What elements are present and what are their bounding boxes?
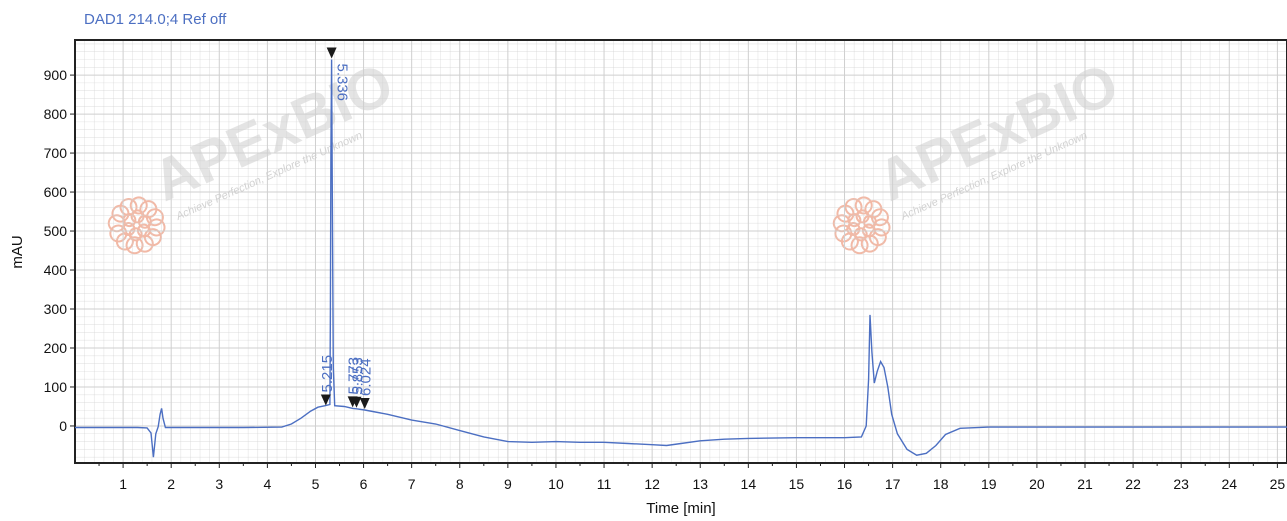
peak-marker: 5.853 [350, 357, 367, 408]
series-line [75, 59, 1287, 458]
peak-marker: 5.215 [319, 355, 336, 406]
x-tick-label: 1 [119, 476, 127, 492]
x-tick-label: 20 [1029, 476, 1045, 492]
x-axis-title: Time [min] [646, 500, 715, 517]
x-tick-label: 21 [1077, 476, 1093, 492]
x-tick-label: 19 [981, 476, 997, 492]
x-tick-label: 2 [167, 476, 175, 492]
peak-marker: 5.336 [326, 47, 351, 101]
x-tick-label: 11 [597, 476, 612, 492]
peak-arrow-icon [326, 47, 337, 59]
peak-label: 5.336 [334, 63, 351, 101]
x-axis: 1 2 3 4 5 6 7 8 9 10 11 12 13 14 15 16 17 18 19 20 21 22 23 24 2… [98, 463, 1286, 492]
y-tick-label: 100 [44, 379, 68, 395]
peak-arrow-icon [351, 396, 362, 408]
peak-label: 6.024 [358, 358, 375, 396]
y-tick-label: 400 [44, 262, 68, 278]
x-tick-label: 16 [837, 476, 853, 492]
x-tick-label: 4 [263, 476, 271, 492]
peak-label: 5.215 [319, 355, 336, 393]
trace-layer [75, 59, 1287, 458]
y-axis: 0 100 200 300 400 500 600 700 800 900 [44, 67, 75, 434]
peak-marker: 6.024 [358, 358, 375, 409]
x-tick-label: 5 [312, 476, 320, 492]
x-tick-label: 9 [504, 476, 512, 492]
x-tick-label: 12 [644, 476, 660, 492]
y-tick-label: 600 [44, 184, 68, 200]
x-tick-label: 15 [789, 476, 805, 492]
y-tick-label: 800 [44, 106, 68, 122]
signal-title: DAD1 214.0;4 Ref off [84, 11, 227, 28]
y-tick-label: 900 [44, 67, 68, 83]
x-tick-label: 7 [408, 476, 416, 492]
watermark-logo-icon [832, 196, 891, 255]
peak-arrow-icon [320, 394, 331, 406]
y-tick-label: 700 [44, 145, 68, 161]
x-tick-label: 14 [741, 476, 757, 492]
x-tick-label: 24 [1221, 476, 1237, 492]
x-tick-label: 23 [1173, 476, 1189, 492]
plot-frame [74, 39, 1287, 464]
y-tick-label: 300 [44, 301, 68, 317]
y-tick-label: 500 [44, 223, 68, 239]
y-tick-label: 0 [59, 418, 67, 434]
x-tick-label: 3 [215, 476, 223, 492]
x-tick-label: 13 [692, 476, 708, 492]
x-tick-label: 6 [360, 476, 368, 492]
peak-label: 5.853 [350, 357, 367, 395]
x-tick-label: 17 [885, 476, 901, 492]
x-tick-label: 22 [1125, 476, 1141, 492]
peak-label: 5.773 [346, 357, 363, 395]
y-axis-title: mAU [9, 235, 26, 268]
x-tick-label: 10 [548, 476, 564, 492]
x-tick-label: 8 [456, 476, 464, 492]
grid-layer [74, 40, 1287, 463]
peak-arrow-icon [359, 397, 370, 409]
y-tick-label: 200 [44, 340, 68, 356]
x-tick-label: 25 [1270, 476, 1286, 492]
x-tick-label: 18 [933, 476, 949, 492]
